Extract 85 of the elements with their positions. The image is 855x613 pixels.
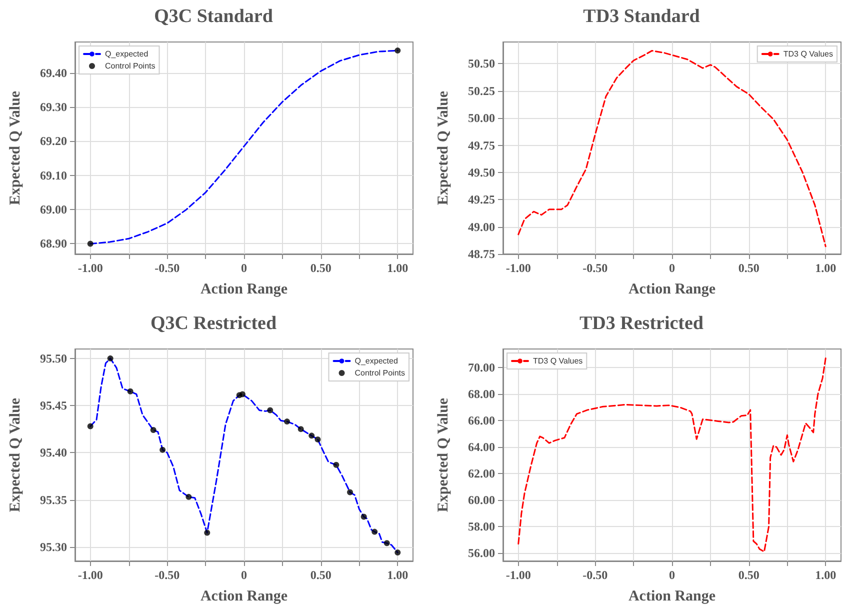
y-tick-label: 95.30 xyxy=(40,540,67,554)
y-tick-label: 64.00 xyxy=(468,440,495,454)
point xyxy=(308,432,315,439)
x-tick-label: -0.50 xyxy=(154,261,180,275)
y-tick-label: 68.00 xyxy=(468,387,495,402)
x-tick-label: -1.00 xyxy=(78,261,103,275)
x-tick-label: 0.50 xyxy=(310,261,332,275)
point xyxy=(160,446,166,453)
x-tick-label: -0.50 xyxy=(582,568,608,582)
x-axis-title: Action Range xyxy=(200,588,288,604)
y-tick-label: 95.50 xyxy=(40,351,67,366)
point xyxy=(87,423,94,430)
y-tick-label: 60.00 xyxy=(468,493,495,508)
x-tick-label: 0.50 xyxy=(310,568,332,582)
point xyxy=(333,462,340,468)
y-tick-label: 69.30 xyxy=(40,100,67,114)
point xyxy=(360,514,367,520)
y-tick-label: 69.40 xyxy=(40,66,67,80)
x-tick-label: -1.00 xyxy=(78,568,103,582)
point xyxy=(394,550,401,556)
point xyxy=(186,494,192,500)
y-tick-label: 50.00 xyxy=(468,111,495,126)
y-tick-label: 58.00 xyxy=(468,520,495,534)
point xyxy=(284,418,290,425)
x-axis-title: Action Range xyxy=(628,588,716,604)
x-tick-label: 0.50 xyxy=(738,568,760,582)
y-tick-label: 95.35 xyxy=(40,492,67,507)
y-axis-title: Expected Q Value xyxy=(436,398,452,512)
x-tick-label: 1.00 xyxy=(815,261,836,275)
point xyxy=(127,388,134,394)
legend-label: Q_expected xyxy=(105,50,148,58)
point xyxy=(298,426,304,432)
x-tick-label: 0 xyxy=(241,261,247,275)
chart-title: TD3 Restricted xyxy=(580,313,704,334)
x-axis-title: Action Range xyxy=(200,282,288,298)
point xyxy=(204,530,210,536)
x-axis-title: Action Range xyxy=(628,282,716,298)
point xyxy=(107,355,114,362)
legend-label: Q_expected xyxy=(354,356,398,366)
x-tick-label: 1.00 xyxy=(387,261,408,275)
y-tick-label: 68.90 xyxy=(40,236,67,251)
y-tick-label: 49.75 xyxy=(468,138,495,152)
y-axis-title: Expected Q Value xyxy=(8,90,24,206)
y-tick-label: 56.00 xyxy=(468,546,495,560)
y-tick-label: 50.25 xyxy=(468,84,495,98)
x-tick-label: -0.50 xyxy=(582,261,608,275)
legend-label: Control Points xyxy=(354,368,406,378)
y-tick-label: 50.50 xyxy=(468,56,495,71)
chart-title: Q3C Restricted xyxy=(150,313,277,334)
x-tick-label: 0 xyxy=(669,568,675,582)
legend-label: Control Points xyxy=(105,62,156,70)
x-tick-label: -1.00 xyxy=(506,568,531,582)
legend-label: TD3 Q Values xyxy=(533,356,583,366)
point xyxy=(384,540,390,546)
y-tick-label: 49.50 xyxy=(468,165,495,180)
chart-title: TD3 Standard xyxy=(583,6,700,27)
y-tick-label: 49.25 xyxy=(468,192,495,207)
y-tick-label: 95.40 xyxy=(40,446,67,460)
y-tick-label: 48.75 xyxy=(468,247,495,261)
x-tick-label: 0 xyxy=(241,568,247,582)
point xyxy=(314,436,321,442)
x-tick-label: -0.50 xyxy=(154,568,180,582)
y-tick-label: 69.20 xyxy=(40,134,67,148)
y-tick-label: 66.00 xyxy=(468,414,495,428)
x-tick-label: 0 xyxy=(669,261,675,275)
x-tick-label: -1.00 xyxy=(506,261,531,275)
point xyxy=(239,391,246,398)
y-tick-label: 69.00 xyxy=(40,202,67,217)
y-axis-title: Expected Q Value xyxy=(8,398,24,512)
y-tick-label: 95.45 xyxy=(40,398,67,413)
y-axis-title: Expected Q Value xyxy=(436,90,452,206)
x-tick-label: 0.50 xyxy=(738,261,760,275)
legend-label: TD3 Q Values xyxy=(783,50,834,58)
point xyxy=(372,528,378,535)
point xyxy=(150,427,156,434)
y-tick-label: 69.10 xyxy=(40,168,67,182)
point xyxy=(267,407,274,414)
point xyxy=(347,489,354,496)
line-series xyxy=(518,358,826,552)
y-tick-label: 49.00 xyxy=(468,220,495,234)
chart-title: Q3C Standard xyxy=(154,6,274,27)
y-tick-label: 62.00 xyxy=(468,466,495,481)
x-tick-label: 1.00 xyxy=(815,568,836,582)
y-tick-label: 70.00 xyxy=(468,360,495,375)
x-tick-label: 1.00 xyxy=(387,568,408,582)
